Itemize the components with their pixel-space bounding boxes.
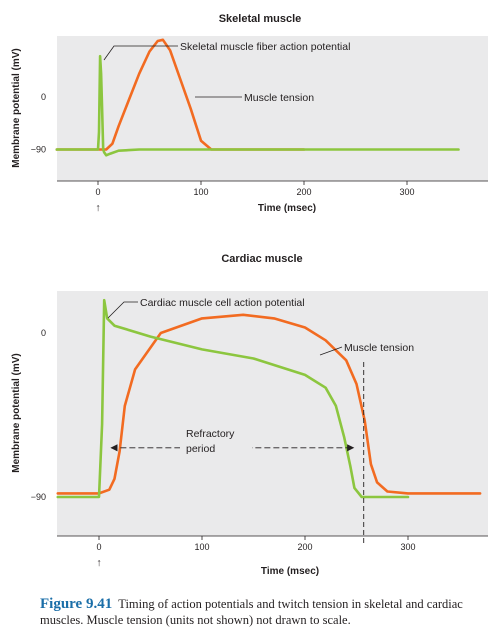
x-tick-label: 200 bbox=[296, 187, 311, 197]
legend-label: Muscle tension bbox=[344, 342, 414, 354]
skeletal-y-axis-label: Membrane potential (mV) bbox=[11, 48, 22, 167]
figure-label: Figure 9.41 bbox=[40, 596, 113, 612]
refractory-label-line1: Refractory bbox=[186, 428, 235, 440]
skeletal-stimulus-arrow: ↑ bbox=[95, 202, 100, 214]
figure-caption: Figure 9.41 Timing of action potentials … bbox=[40, 596, 492, 628]
x-tick-label: 0 bbox=[96, 542, 101, 552]
muscle-tension-line-top bbox=[55, 38, 306, 151]
cardiac-y-axis-label: Membrane potential (mV) bbox=[11, 353, 22, 472]
skeletal-title: Skeletal muscle bbox=[219, 13, 302, 25]
legend-leader-line bbox=[107, 301, 138, 319]
skeletal-plot-area bbox=[57, 36, 488, 181]
x-tick-label: 300 bbox=[400, 542, 415, 552]
legend-label: Muscle tension bbox=[244, 92, 314, 104]
x-tick-label: 300 bbox=[399, 187, 414, 197]
cardiac-x-axis-label: Time (msec) bbox=[261, 566, 319, 577]
legend-label: Cardiac muscle cell action potential bbox=[140, 297, 305, 309]
y-tick-label: −90 bbox=[31, 144, 46, 154]
figure: Skeletal muscle Membrane potential (mV) … bbox=[11, 13, 488, 577]
skeletal-x-axis-label: Time (msec) bbox=[258, 203, 316, 214]
refractory-label-bg bbox=[180, 426, 252, 458]
legend-leader-line bbox=[319, 346, 343, 356]
action-potential-line-bot bbox=[56, 298, 410, 499]
refractory-label-line2: period bbox=[186, 443, 215, 455]
legend-label: Skeletal muscle fiber action potential bbox=[180, 41, 350, 53]
muscle-tension-line-bot bbox=[56, 313, 482, 495]
x-tick-label: 200 bbox=[297, 542, 312, 552]
cardiac-stimulus-arrow: ↑ bbox=[96, 557, 101, 569]
cardiac-plot-area bbox=[57, 291, 488, 536]
caption-text: Timing of action potentials and twitch t… bbox=[40, 597, 463, 627]
y-tick-label: 0 bbox=[41, 92, 46, 102]
legend-leader-line bbox=[103, 45, 178, 61]
cardiac-panel: Cardiac muscle Membrane potential (mV) T… bbox=[11, 253, 488, 577]
x-tick-label: 100 bbox=[194, 542, 209, 552]
skeletal-panel: Skeletal muscle Membrane potential (mV) … bbox=[11, 13, 488, 214]
cardiac-title: Cardiac muscle bbox=[221, 253, 302, 265]
y-tick-label: −90 bbox=[31, 492, 46, 502]
y-tick-label: 0 bbox=[41, 328, 46, 338]
x-tick-label: 0 bbox=[95, 187, 100, 197]
x-tick-label: 100 bbox=[193, 187, 208, 197]
action-potential-line-top bbox=[55, 54, 460, 157]
